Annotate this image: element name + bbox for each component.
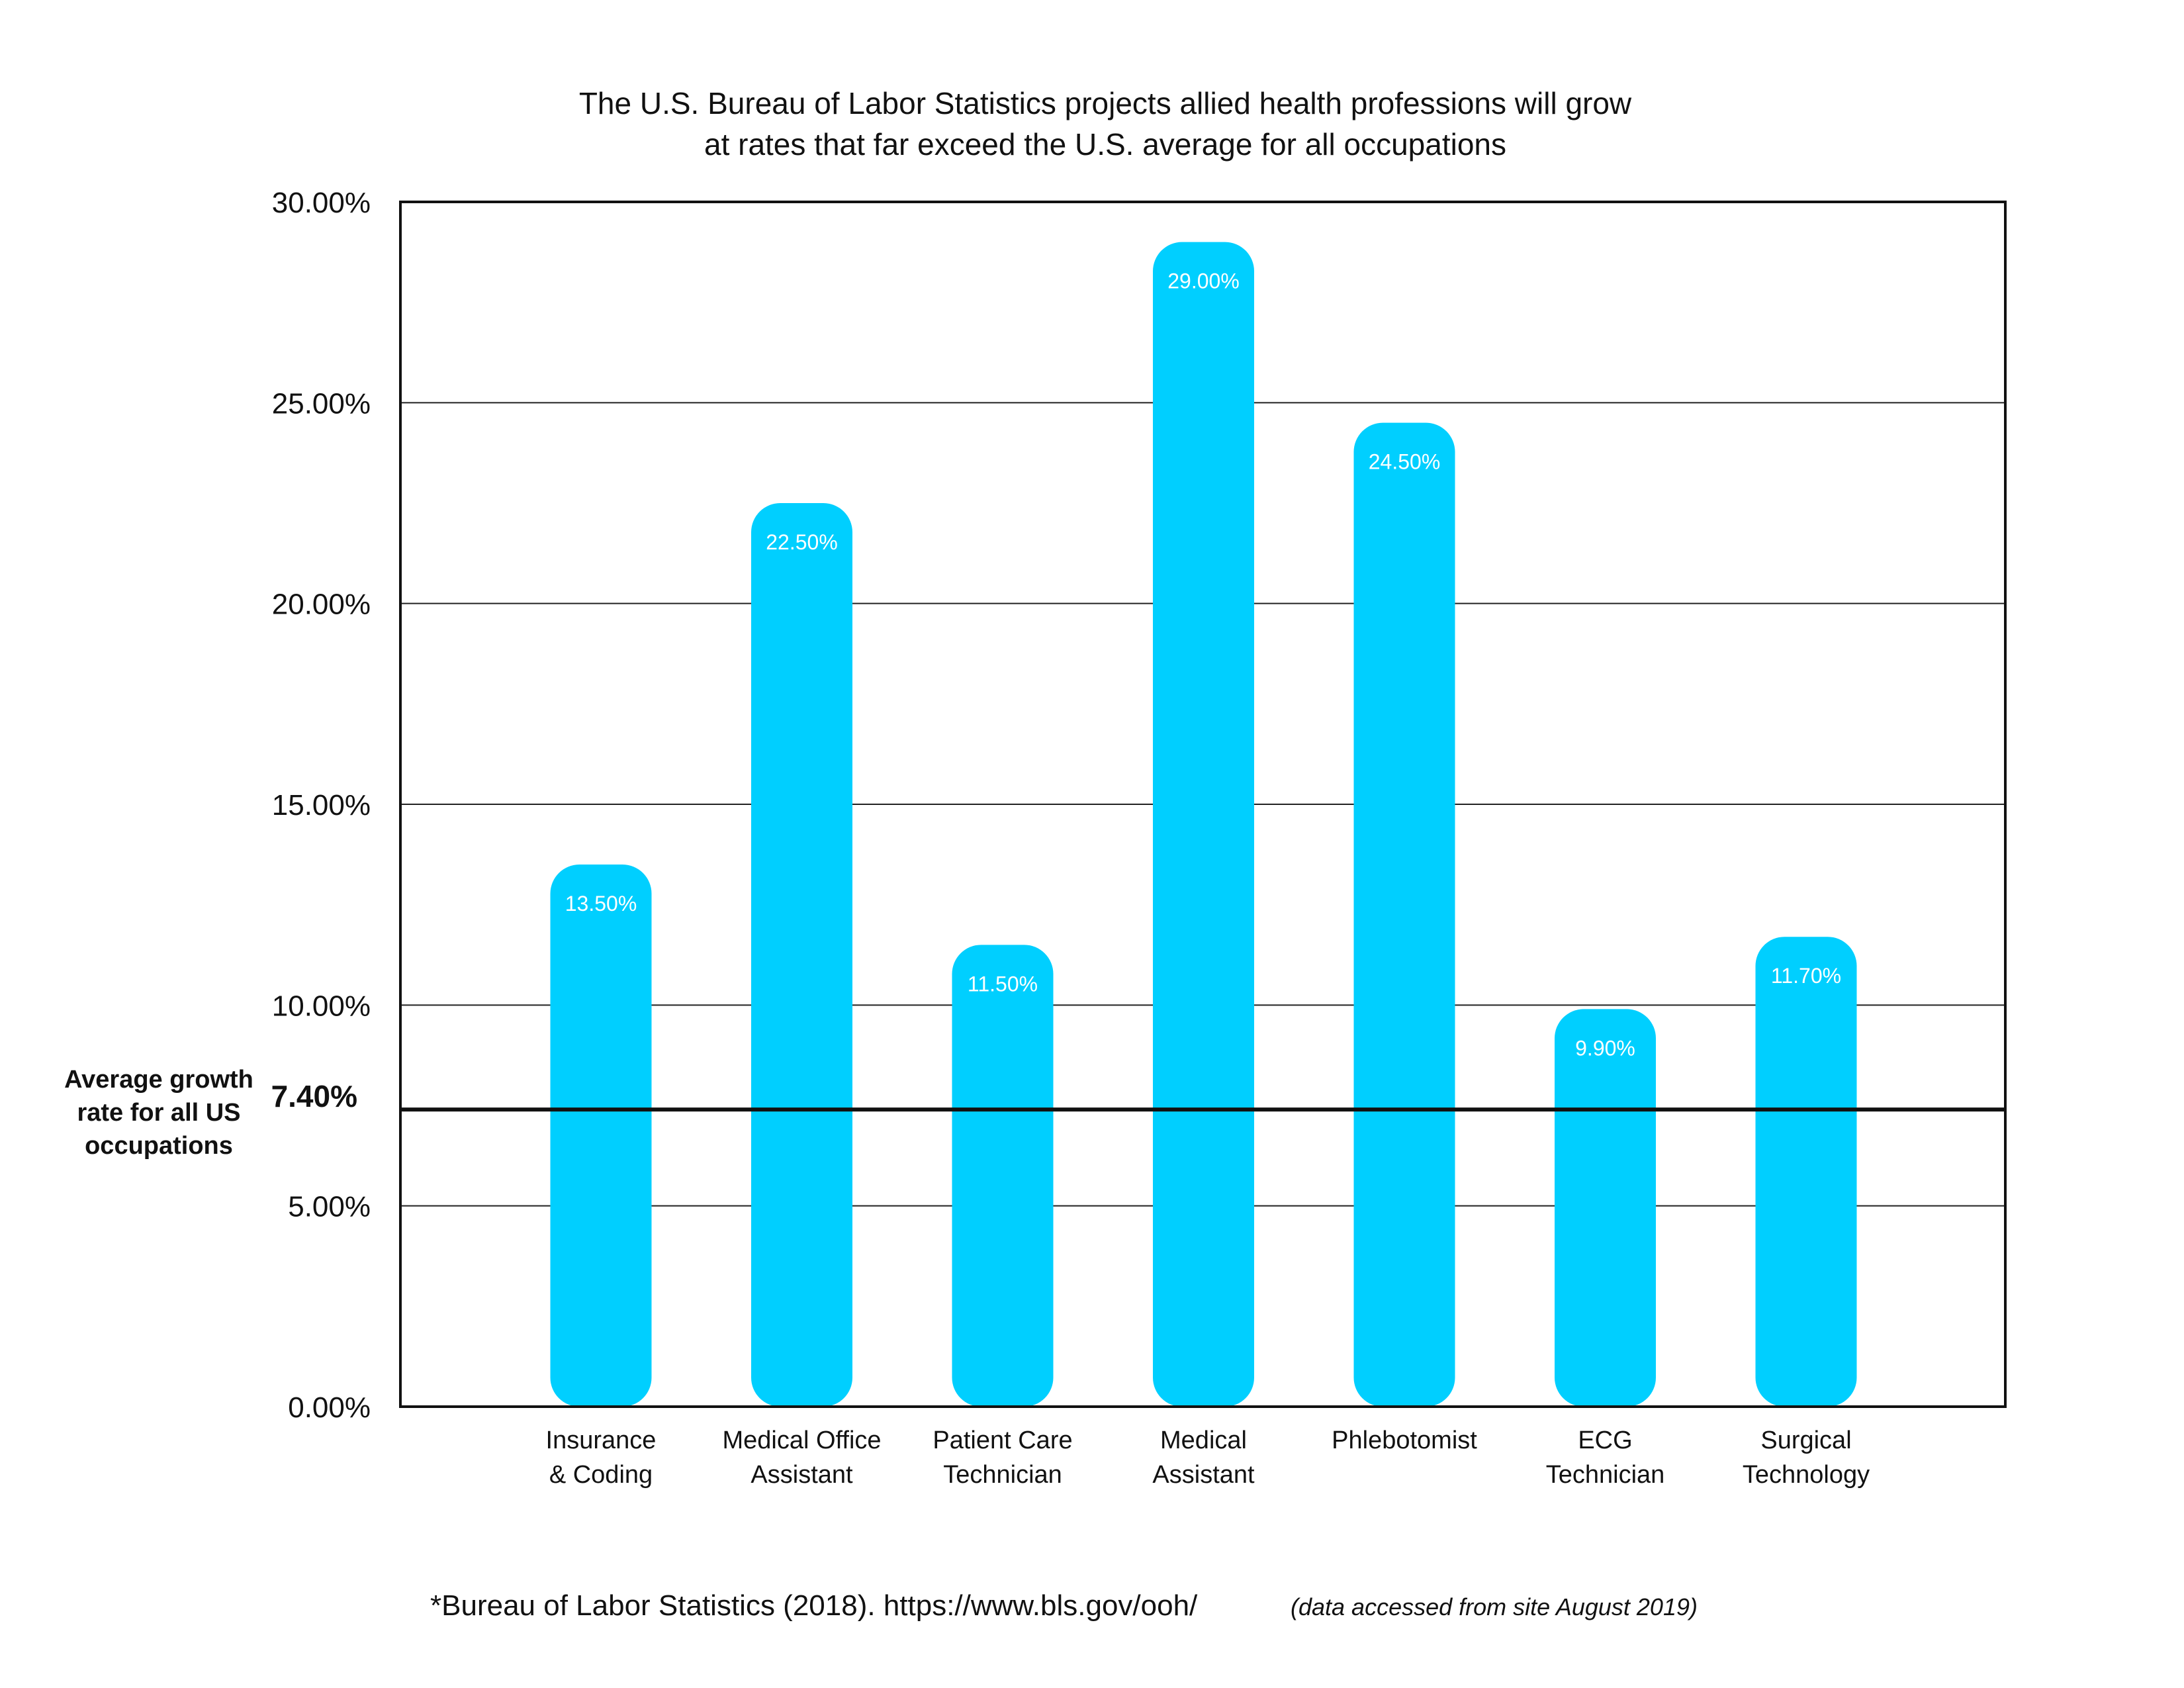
chart-title-line-2: at rates that far exceed the U.S. averag… [704, 127, 1506, 162]
bar-value-label-1: 22.50% [766, 530, 838, 554]
average-label-line-3: occupations [85, 1132, 233, 1160]
bar-5 [1555, 1009, 1656, 1407]
bar-0 [550, 865, 652, 1407]
y-tick-label-1: 5.00% [288, 1191, 371, 1223]
x-category-label-6-line-1: Surgical [1760, 1427, 1851, 1454]
plot-frame [399, 201, 2007, 1408]
x-category-label-3-line-1: Medical [1160, 1427, 1247, 1454]
bar-value-label-3: 29.00% [1167, 269, 1240, 293]
source-access-note: (data accessed from site August 2019) [1291, 1593, 1698, 1620]
chart-title: The U.S. Bureau of Labor Statistics proj… [579, 86, 1632, 162]
y-tick-label-3: 15.00% [272, 789, 371, 821]
average-reference-label: Average growth rate for all US occupations… [64, 1066, 357, 1160]
y-axis-tick-labels: 0.00% 5.00% 10.00% 15.00% 20.00% 25.00% 30.00% [272, 187, 371, 1424]
bar-value-label-5: 9.90% [1575, 1036, 1635, 1060]
y-tick-label-6: 30.00% [272, 187, 371, 219]
chart-title-line-1: The U.S. Bureau of Labor Statistics proj… [579, 86, 1632, 120]
y-tick-label-5: 25.00% [272, 387, 371, 420]
bar-2 [952, 945, 1054, 1407]
bar-value-label-6: 11.70% [1771, 964, 1841, 988]
bar-6 [1755, 937, 1857, 1407]
bars [550, 242, 1857, 1407]
x-category-label-5-line-1: ECG [1578, 1427, 1632, 1454]
x-category-label-3-line-2: Assistant [1152, 1461, 1255, 1489]
bar-4 [1353, 422, 1455, 1407]
x-category-label-0-line-2: & Coding [549, 1461, 653, 1489]
x-category-label-1-line-2: Assistant [751, 1461, 853, 1489]
bar-1 [751, 503, 852, 1407]
bar-value-label-4: 24.50% [1369, 450, 1441, 474]
source-citation: *Bureau of Labor Statistics (2018). http… [430, 1589, 1698, 1622]
x-category-label-2-line-2: Technician [943, 1461, 1062, 1489]
x-category-label-2-line-1: Patient Care [933, 1427, 1072, 1454]
x-category-label-6-line-2: Technology [1743, 1461, 1870, 1489]
bar-3 [1153, 242, 1254, 1407]
bar-value-label-0: 13.50% [565, 892, 637, 915]
source-citation-text: *Bureau of Labor Statistics (2018). http… [430, 1589, 1198, 1622]
average-label-line-1: Average growth [64, 1066, 253, 1094]
average-value-label: 7.40% [271, 1079, 357, 1113]
y-tick-label-0: 0.00% [288, 1391, 371, 1424]
bar-value-labels: 13.50% 22.50% 11.50% 29.00% 24.50% 9.90% 11.70… [565, 269, 1841, 1060]
x-category-label-5-line-2: Technician [1546, 1461, 1665, 1489]
x-category-label-4-line-1: Phlebotomist [1332, 1427, 1477, 1454]
bar-value-label-2: 11.50% [968, 972, 1038, 996]
y-tick-label-2: 10.00% [272, 990, 371, 1022]
x-category-label-0-line-1: Insurance [546, 1427, 657, 1454]
y-tick-label-4: 20.00% [272, 588, 371, 621]
average-label-line-2: rate for all US [77, 1099, 240, 1127]
x-category-label-1-line-1: Medical Office [722, 1427, 881, 1454]
x-axis-category-labels: Insurance & Coding Medical Office Assistant… [546, 1427, 1870, 1489]
